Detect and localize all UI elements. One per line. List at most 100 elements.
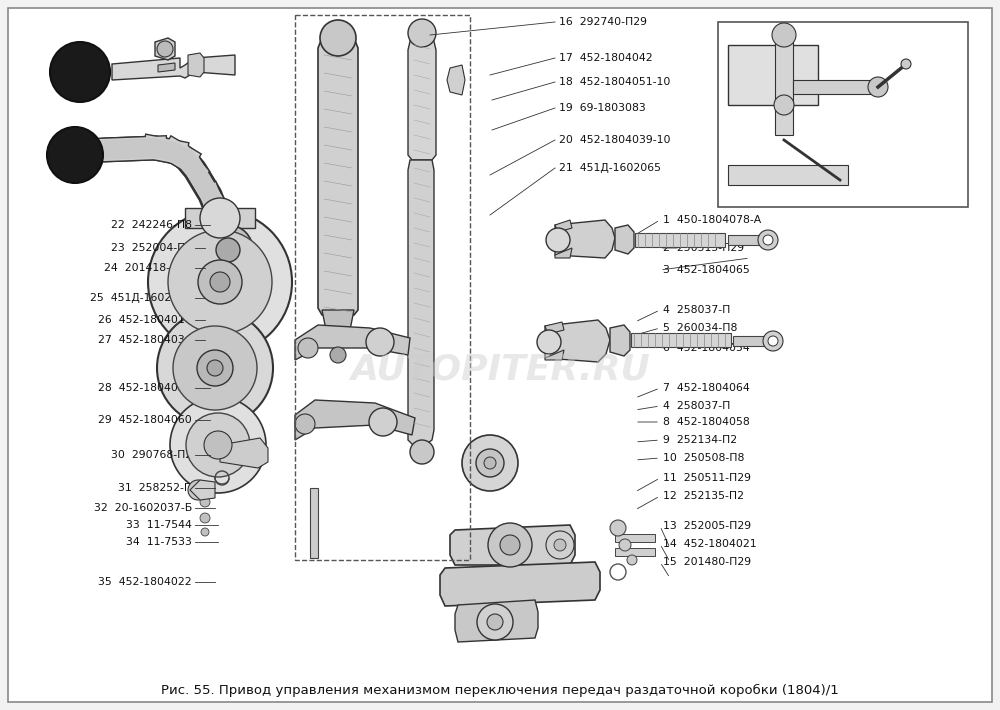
Circle shape [216, 238, 240, 262]
Circle shape [204, 431, 232, 459]
Text: 32  20-1602037-Б: 32 20-1602037-Б [94, 503, 192, 513]
Bar [728, 235, 760, 245]
Text: 18  452-1804051-10: 18 452-1804051-10 [559, 77, 670, 87]
Text: 12  252135-П2: 12 252135-П2 [663, 491, 744, 501]
Text: 6  452-1804054: 6 452-1804054 [663, 343, 750, 353]
Circle shape [477, 604, 513, 640]
Text: 19  69-1803083: 19 69-1803083 [559, 103, 646, 113]
Bar [185, 208, 255, 228]
Circle shape [186, 413, 250, 477]
Circle shape [200, 497, 210, 507]
Bar [615, 548, 655, 556]
Polygon shape [440, 562, 600, 606]
Circle shape [546, 531, 574, 559]
Polygon shape [190, 480, 215, 500]
Bar [631, 333, 731, 347]
Circle shape [627, 555, 637, 565]
Bar [728, 165, 848, 185]
Circle shape [763, 235, 773, 245]
Circle shape [198, 260, 242, 304]
Circle shape [500, 535, 520, 555]
Text: AUTOPITER.RU: AUTOPITER.RU [350, 353, 650, 387]
Circle shape [462, 435, 518, 491]
Circle shape [768, 336, 778, 346]
Text: 35  452-1804022: 35 452-1804022 [98, 577, 192, 587]
Bar [635, 233, 725, 247]
Polygon shape [450, 525, 575, 565]
Text: 7  452-1804064: 7 452-1804064 [663, 383, 750, 393]
Circle shape [537, 330, 561, 354]
Text: 1  450-1804078-А: 1 450-1804078-А [663, 215, 761, 225]
Text: 25  451Д-1602049: 25 451Д-1602049 [90, 293, 192, 303]
Polygon shape [455, 600, 538, 642]
Polygon shape [318, 38, 358, 315]
Text: 24  201418-П29: 24 201418-П29 [104, 263, 192, 273]
Text: 3  452-1804065: 3 452-1804065 [663, 265, 750, 275]
Circle shape [203, 225, 253, 275]
Text: 22  242246-П8: 22 242246-П8 [111, 220, 192, 230]
Circle shape [157, 310, 273, 426]
Circle shape [763, 331, 783, 351]
Polygon shape [615, 225, 634, 254]
Polygon shape [447, 65, 465, 95]
Circle shape [410, 440, 434, 464]
Circle shape [487, 614, 503, 630]
Polygon shape [158, 63, 175, 72]
Text: 5  260034-П8: 5 260034-П8 [663, 323, 737, 333]
Text: 20  452-1804039-10: 20 452-1804039-10 [559, 135, 670, 145]
Polygon shape [545, 322, 564, 334]
Text: 4  258037-П: 4 258037-П [663, 401, 730, 411]
Polygon shape [545, 350, 564, 360]
Circle shape [758, 230, 778, 250]
Bar [793, 80, 873, 94]
Circle shape [168, 230, 272, 334]
Polygon shape [610, 325, 630, 356]
Text: 34  11-7533: 34 11-7533 [126, 537, 192, 547]
Polygon shape [112, 55, 235, 80]
Bar [775, 35, 793, 135]
Bar [310, 488, 318, 558]
Circle shape [772, 23, 796, 47]
Text: 11  250511-П29: 11 250511-П29 [663, 473, 751, 483]
Circle shape [868, 77, 888, 97]
Circle shape [50, 42, 110, 102]
Circle shape [366, 328, 394, 356]
Polygon shape [555, 220, 615, 258]
Circle shape [476, 449, 504, 477]
Circle shape [408, 19, 436, 47]
Bar [733, 336, 765, 346]
Text: 21  451Д-1602065: 21 451Д-1602065 [559, 163, 661, 173]
Text: 9  252134-П2: 9 252134-П2 [663, 435, 737, 445]
Text: 8  452-1804058: 8 452-1804058 [663, 417, 750, 427]
Text: 28  452-1804033: 28 452-1804033 [98, 383, 192, 393]
Polygon shape [408, 33, 436, 160]
Text: 13  252005-П29: 13 252005-П29 [663, 521, 751, 531]
Circle shape [173, 326, 257, 410]
Text: 23  252004-П8: 23 252004-П8 [111, 243, 192, 253]
Polygon shape [408, 160, 434, 450]
Circle shape [210, 272, 230, 292]
Circle shape [148, 210, 292, 354]
Circle shape [200, 198, 240, 238]
Polygon shape [295, 400, 415, 440]
Polygon shape [295, 325, 410, 360]
Circle shape [484, 457, 496, 469]
Circle shape [200, 513, 210, 523]
Circle shape [330, 347, 346, 363]
Circle shape [197, 350, 233, 386]
Text: 14  452-1804021: 14 452-1804021 [663, 539, 757, 549]
Bar [295, 15, 470, 560]
Text: Рис. 55. Привод управления механизмом переключения передач раздаточной коробки (: Рис. 55. Привод управления механизмом пе… [161, 684, 839, 697]
Text: 27  452-1804034: 27 452-1804034 [98, 335, 192, 345]
Polygon shape [188, 53, 204, 77]
Text: 29  452-1804060: 29 452-1804060 [98, 415, 192, 425]
Circle shape [774, 95, 794, 115]
Polygon shape [322, 310, 354, 355]
Polygon shape [545, 320, 610, 362]
Circle shape [320, 20, 356, 56]
Circle shape [619, 539, 631, 551]
Circle shape [188, 480, 208, 500]
Text: 33  11-7544: 33 11-7544 [126, 520, 192, 530]
Text: 26  452-1804010: 26 452-1804010 [98, 315, 192, 325]
Polygon shape [220, 438, 268, 468]
